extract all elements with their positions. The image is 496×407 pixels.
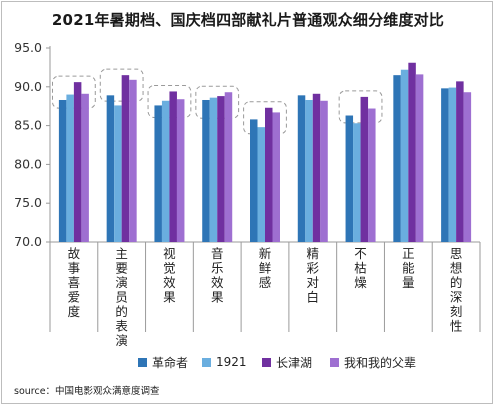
bar-我和我的父辈-不枯燥 — [368, 108, 376, 242]
legend-item: 我和我的父辈 — [330, 354, 416, 370]
x-tick-label: 要 — [115, 261, 128, 276]
bar-我和我的父辈-正能量 — [415, 74, 424, 242]
x-tick-label: 喜 — [68, 275, 81, 290]
bar-长津湖-思想的深刻性 — [456, 81, 464, 242]
x-tick-label: 想 — [450, 261, 463, 276]
bar-革命者-思想的深刻性 — [441, 88, 449, 243]
x-tick-label: 员 — [115, 290, 128, 305]
x-tick-label: 鲜 — [259, 261, 272, 276]
bar-我和我的父辈-思想的深刻性 — [463, 92, 472, 243]
x-tick-label: 视 — [163, 246, 176, 261]
x-tick-label: 彩 — [307, 261, 320, 276]
bar-我和我的父辈-音乐效果 — [224, 92, 233, 243]
bar-长津湖-视觉效果 — [169, 91, 177, 243]
x-tick-label: 性 — [450, 319, 463, 334]
x-tick-label: 能 — [402, 261, 415, 276]
chart-title: 2021年暑期档、国庆档四部献礼片普通观众细分维度对比 — [51, 11, 445, 29]
x-tick-label: 主 — [115, 246, 128, 261]
x-tick-label: 效 — [163, 275, 176, 290]
legend-label: 我和我的父辈 — [344, 355, 417, 370]
bar-1921-音乐效果 — [209, 97, 218, 242]
x-tick-label: 感 — [259, 275, 272, 290]
legend-swatch — [202, 357, 211, 367]
x-tick-label: 演 — [115, 333, 128, 348]
x-tick-label: 量 — [402, 275, 415, 290]
bar-我和我的父辈-故事喜爱度 — [81, 93, 89, 242]
bar-革命者-新鲜感 — [250, 119, 258, 242]
legend-item: 革命者 — [138, 354, 188, 370]
bar-1921-故事喜爱度 — [66, 94, 74, 242]
bar-1921-精彩对白 — [305, 99, 313, 242]
legend-swatch — [330, 357, 339, 367]
bar-我和我的父辈-主要演员的表演 — [129, 79, 137, 242]
x-tick-label: 故 — [68, 246, 81, 261]
x-tick-label: 演 — [115, 275, 128, 290]
x-tick-label: 音 — [211, 246, 224, 261]
x-tick-label: 事 — [68, 261, 81, 276]
bar-1921-主要演员的表演 — [114, 105, 122, 242]
bar-革命者-音乐效果 — [202, 99, 210, 242]
x-tick-label: 正 — [402, 246, 415, 261]
bar-长津湖-不枯燥 — [360, 96, 369, 242]
source-note: source：中国电影观众满意度调查 — [14, 386, 160, 397]
bar-革命者-正能量 — [393, 75, 401, 242]
x-tick-label: 乐 — [211, 261, 224, 276]
x-tick-label: 燥 — [354, 275, 367, 290]
x-tick-label: 果 — [163, 290, 176, 305]
x-tick-label: 果 — [211, 290, 224, 305]
bar-我和我的父辈-精彩对白 — [320, 100, 328, 242]
x-tick-label: 的 — [450, 275, 463, 290]
x-tick-label: 白 — [307, 290, 320, 305]
bar-我和我的父辈-新鲜感 — [272, 112, 280, 243]
bar-我和我的父辈-视觉效果 — [176, 99, 185, 242]
y-tick-label: 80.0 — [14, 156, 42, 171]
bar-1921-不枯燥 — [353, 123, 361, 242]
x-tick-label: 爱 — [68, 290, 81, 305]
bar-长津湖-新鲜感 — [265, 107, 273, 242]
x-tick-label: 深 — [450, 290, 463, 305]
bar-革命者-视觉效果 — [154, 105, 162, 242]
bar-1921-正能量 — [400, 69, 409, 242]
bar-长津湖-故事喜爱度 — [73, 82, 82, 242]
legend-label: 革命者 — [152, 355, 189, 370]
x-tick-label: 不 — [354, 246, 367, 261]
bar-1921-视觉效果 — [161, 100, 170, 242]
legend-item: 1921 — [202, 354, 247, 370]
bar-长津湖-音乐效果 — [217, 96, 225, 242]
x-tick-label: 刻 — [450, 304, 463, 319]
legend-item: 长津湖 — [262, 354, 312, 370]
x-tick-label: 新 — [259, 246, 272, 261]
x-tick-label: 效 — [211, 275, 224, 290]
y-tick-label: 95.0 — [14, 40, 42, 55]
bar-长津湖-正能量 — [408, 62, 416, 242]
legend-swatch — [138, 357, 147, 367]
y-tick-label: 85.0 — [14, 118, 42, 133]
bar-革命者-精彩对白 — [297, 95, 306, 242]
legend-label: 长津湖 — [276, 355, 313, 370]
legend-swatch — [262, 357, 271, 367]
bar-长津湖-精彩对白 — [312, 93, 321, 242]
bar-革命者-不枯燥 — [345, 115, 354, 242]
bar-1921-思想的深刻性 — [448, 87, 457, 243]
y-tick-label: 90.0 — [14, 79, 42, 94]
legend-label: 1921 — [216, 355, 247, 369]
x-tick-label: 思 — [450, 246, 463, 261]
y-tick-label: 70.0 — [14, 234, 42, 249]
x-tick-label: 枯 — [354, 261, 367, 276]
bar-革命者-主要演员的表演 — [106, 95, 115, 242]
x-tick-label: 的 — [115, 304, 128, 319]
x-tick-label: 对 — [307, 275, 320, 290]
y-tick-label: 75.0 — [14, 195, 42, 210]
bar-革命者-故事喜爱度 — [58, 99, 67, 242]
x-tick-label: 度 — [68, 304, 81, 319]
x-tick-label: 精 — [307, 246, 320, 261]
bar-1921-新鲜感 — [257, 127, 265, 242]
bar-长津湖-主要演员的表演 — [121, 75, 130, 242]
x-tick-label: 觉 — [163, 261, 176, 276]
x-tick-label: 表 — [115, 319, 128, 334]
